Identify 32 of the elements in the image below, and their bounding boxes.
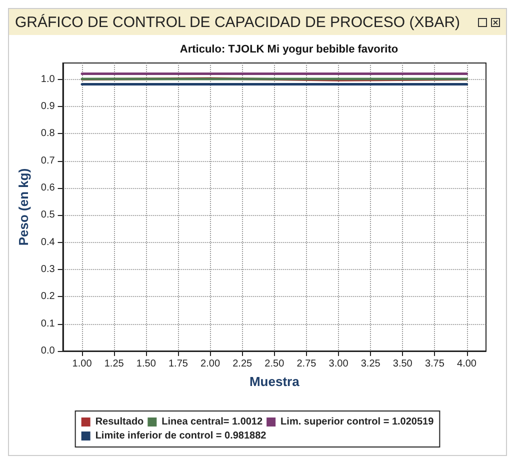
x-tick-label: 2.00 — [200, 358, 220, 370]
x-tick-label: 1.25 — [104, 358, 124, 370]
x-tick-label: 2.25 — [232, 358, 253, 370]
x-tick-label: 3.00 — [328, 358, 349, 370]
legend-label: Resultado — [95, 416, 144, 428]
x-tick-label: 1.00 — [72, 358, 92, 370]
y-tick-label: 0.9 — [40, 100, 56, 112]
y-tick-label: 0.0 — [40, 346, 56, 356]
chart-title: GRÁFICO DE CONTROL DE CAPACIDAD DE PROCESO (XBAR) — [15, 14, 460, 30]
y-tick-label: 0.8 — [40, 128, 56, 140]
x-tick-label: 4.00 — [457, 358, 477, 370]
y-tick-label: 0.1 — [40, 318, 56, 330]
y-tick-label: 0.7 — [40, 155, 56, 166]
y-axis-title: Peso (en kg) — [16, 168, 31, 246]
y-tick-label: 0.2 — [40, 291, 56, 302]
chart-subtitle: Articulo: TJOLK Mi yogur bebible favorito — [180, 44, 398, 56]
y-tick-label: 0.5 — [40, 210, 56, 221]
legend-label: Limite inferior de control = 0.981882 — [95, 430, 267, 442]
y-tick-label: 0.3 — [40, 264, 56, 275]
x-axis-title: Muestra — [249, 374, 300, 389]
x-tick-label: 3.50 — [392, 358, 413, 370]
x-tick-label: 1.50 — [136, 358, 156, 370]
legend-label: Linea central= 1.0012 — [162, 416, 263, 428]
x-tick-label: 3.25 — [360, 358, 381, 370]
y-tick-label: 0.4 — [40, 236, 56, 248]
x-tick-label: 3.75 — [424, 358, 445, 370]
legend-label: Lim. superior control = 1.020519 — [280, 416, 434, 428]
x-tick-label: 2.75 — [296, 358, 317, 370]
y-tick-label: 1.0 — [40, 74, 56, 85]
x-tick-label: 2.50 — [264, 358, 285, 370]
x-tick-label: 1.75 — [168, 358, 188, 370]
y-tick-label: 0.6 — [40, 182, 56, 194]
